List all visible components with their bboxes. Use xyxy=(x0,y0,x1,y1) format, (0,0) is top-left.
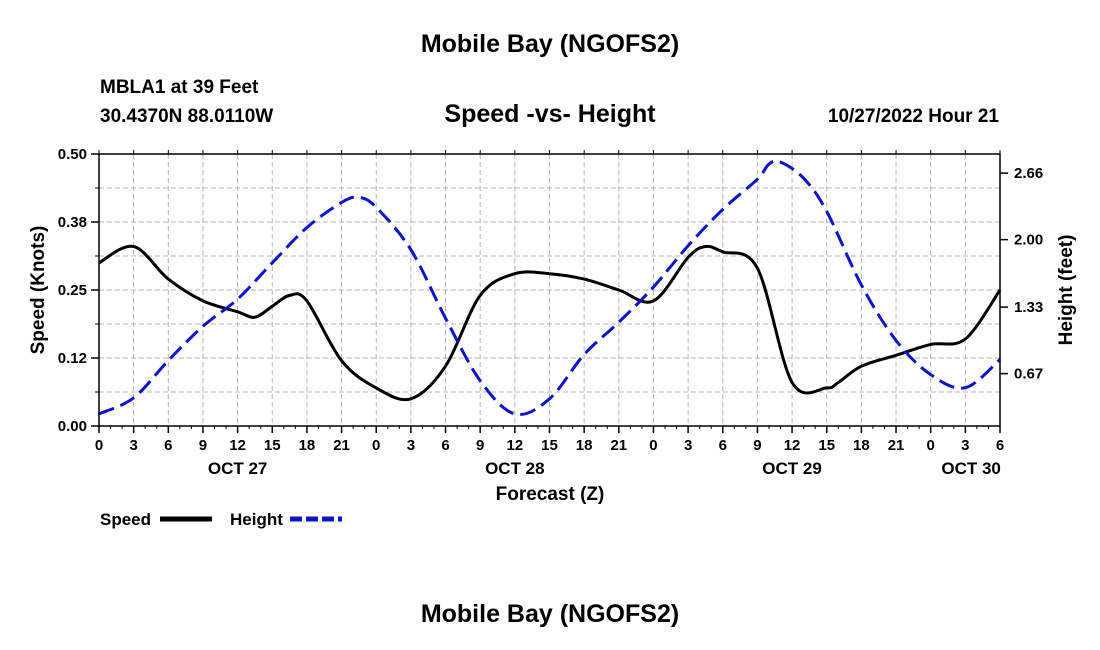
x-tick-label: 21 xyxy=(610,437,627,454)
x-tick-label: 9 xyxy=(476,437,484,454)
y-left-tick-label: 0.38 xyxy=(58,214,87,231)
x-tick-label: 3 xyxy=(684,437,692,454)
x-tick-label: 6 xyxy=(996,437,1004,454)
x-tick-label: 9 xyxy=(753,437,761,454)
x-tick-label: 15 xyxy=(541,437,558,454)
series-lines xyxy=(98,159,1002,417)
legend-speed-label: Speed xyxy=(100,510,151,529)
chart-title: Mobile Bay (NGOFS2) xyxy=(420,30,680,58)
x-tick-label: 3 xyxy=(961,437,969,454)
grid-lines xyxy=(99,154,1000,426)
x-tick-label: 15 xyxy=(818,437,835,454)
x-tick-label: 3 xyxy=(407,437,415,454)
x-tick-label: 12 xyxy=(229,437,246,454)
y-left-tick-label: 0.50 xyxy=(58,146,87,163)
x-tick-label: 3 xyxy=(129,437,137,454)
x-axis-title: Forecast (Z) xyxy=(496,484,605,505)
date-label: OCT 27 xyxy=(208,459,268,478)
date-label: OCT 28 xyxy=(485,459,545,478)
y-left-tick-label: 0.25 xyxy=(58,282,87,299)
x-tick-label: 9 xyxy=(199,437,207,454)
y-axis-right-title: Height (feet) xyxy=(1056,235,1077,346)
x-tick-label: 0 xyxy=(927,437,935,454)
forecast-datetime: 10/27/2022 Hour 21 xyxy=(827,106,999,127)
x-tick-label: 6 xyxy=(441,437,449,454)
x-tick-label: 21 xyxy=(333,437,350,454)
x-tick-label: 0 xyxy=(95,437,103,454)
y-right-tick-label: 2.00 xyxy=(1014,232,1043,249)
x-tick-label: 21 xyxy=(888,437,905,454)
x-tick-label: 18 xyxy=(299,437,316,454)
x-tick-label: 12 xyxy=(507,437,524,454)
height-series-line xyxy=(98,159,1001,417)
x-tick-label: 0 xyxy=(372,437,380,454)
y-axis-left-title: Speed (Knots) xyxy=(28,226,49,355)
y-left-tick-label: 0.12 xyxy=(58,350,87,367)
date-label: OCT 29 xyxy=(762,459,822,478)
y-left-tick-label: 0.00 xyxy=(58,418,87,435)
y-right-tick-label: 0.67 xyxy=(1014,366,1043,383)
x-tick-label: 6 xyxy=(719,437,727,454)
legend-height-label: Height xyxy=(230,510,283,529)
y-right-tick-label: 2.66 xyxy=(1014,165,1043,182)
legend: Speed Height xyxy=(100,510,342,529)
date-label: OCT 30 xyxy=(941,459,1001,478)
chart-subtitle: Speed -vs- Height xyxy=(444,100,656,128)
second-chart-title: Mobile Bay (NGOFS2) xyxy=(420,600,680,628)
x-tick-label: 6 xyxy=(164,437,172,454)
y-right-tick-label: 1.33 xyxy=(1014,299,1043,316)
x-tick-label: 0 xyxy=(649,437,657,454)
station-coordinates: 30.4370N 88.0110W xyxy=(100,106,274,127)
axis-ticks xyxy=(91,150,1008,433)
axis-labels: 0 3 6 9 12 15 18 21 0 3 6 9 12 15 18 21 0 3 6 9 12 15 18 21 0 3 6 O… xyxy=(58,146,1043,478)
station-label: MBLA1 at 39 Feet xyxy=(100,77,259,98)
x-tick-label: 18 xyxy=(853,437,870,454)
x-tick-label: 15 xyxy=(264,437,281,454)
x-tick-label: 18 xyxy=(576,437,593,454)
x-tick-label: 12 xyxy=(784,437,801,454)
speed-series-line xyxy=(98,244,1002,402)
